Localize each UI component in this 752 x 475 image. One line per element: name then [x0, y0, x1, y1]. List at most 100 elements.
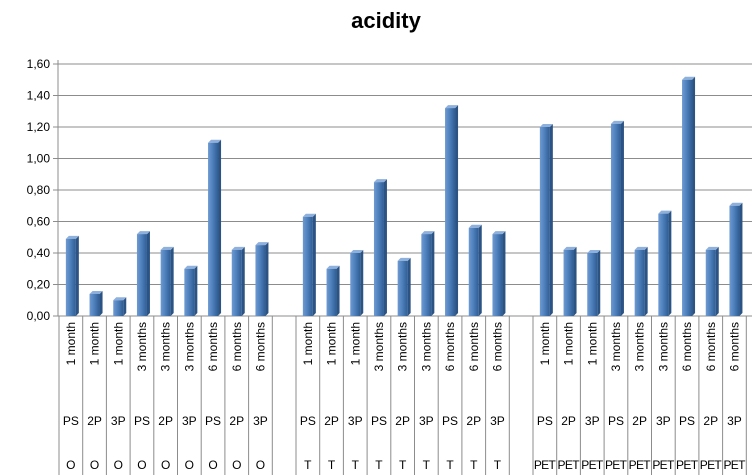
- bar: [705, 246, 719, 316]
- bar-front: [729, 205, 740, 316]
- gridlines: [58, 63, 752, 317]
- bar-side: [170, 246, 174, 316]
- bar-side: [360, 250, 364, 316]
- category-period-label: 1 month: [348, 322, 362, 365]
- category-group-label: PET: [723, 458, 746, 472]
- bar-front: [160, 249, 171, 316]
- bar: [65, 235, 79, 316]
- y-tick-label: 1,60: [27, 57, 51, 71]
- category-group-label: O: [232, 458, 241, 472]
- bar-side: [407, 257, 411, 316]
- bar-side: [265, 242, 269, 316]
- bar-top: [302, 213, 316, 217]
- bar: [350, 250, 364, 316]
- category-group-label: O: [161, 458, 170, 472]
- category-period-label: 6 months: [206, 322, 220, 371]
- bar: [113, 297, 127, 316]
- category-group-label: PET: [558, 458, 581, 472]
- bar: [160, 246, 174, 316]
- category-group-label: PET: [605, 458, 628, 472]
- category-package-label: 2P: [561, 414, 576, 428]
- bar-side: [620, 120, 624, 316]
- category-period-label: 3 months: [396, 322, 410, 371]
- category-package-label: 3P: [348, 414, 363, 428]
- bar-front: [208, 142, 219, 316]
- y-tick-labels: 0,00 0,20 0,40 0,60 0,80 1,00 1,20 1,40 1,60: [27, 57, 51, 323]
- y-tick-label: 1,00: [27, 152, 51, 166]
- bar-top: [89, 290, 103, 294]
- bar-top: [255, 242, 269, 246]
- category-package-label: PS: [608, 414, 624, 428]
- category-period-label: 1 month: [111, 322, 125, 365]
- bar-front: [65, 238, 76, 316]
- category-period-label: 1 month: [562, 322, 576, 365]
- bar-front: [492, 234, 503, 316]
- bar-side: [573, 246, 577, 316]
- bar: [421, 231, 435, 316]
- bar: [302, 213, 316, 316]
- bar-side: [123, 297, 127, 316]
- category-period-label: 1 month: [538, 322, 552, 365]
- category-package-label: 3P: [727, 414, 742, 428]
- y-tick-label: 0,20: [27, 278, 51, 292]
- category-labels: 1 month PS O 1 month 2P O 1 month 3P O 3 months PS…: [58, 316, 747, 475]
- category-package-label: PS: [205, 414, 221, 428]
- bar-side: [597, 250, 601, 316]
- bar-front: [231, 249, 242, 316]
- category-period-label: 6 months: [253, 322, 267, 371]
- bar-front: [705, 249, 716, 316]
- bar-top: [113, 297, 127, 301]
- bar-front: [468, 227, 479, 316]
- category-package-label: PS: [537, 414, 553, 428]
- category-group-label: PET: [700, 458, 723, 472]
- category-group-label: PET: [629, 458, 652, 472]
- bar-side: [218, 139, 222, 316]
- category-group-label: O: [208, 458, 217, 472]
- y-tick-label: 0,80: [27, 183, 51, 197]
- bar-front: [255, 245, 266, 316]
- bar-side: [739, 202, 743, 316]
- bar-front: [445, 108, 456, 316]
- y-tick-label: 1,20: [27, 120, 51, 134]
- bar-side: [194, 265, 198, 316]
- category-package-label: 3P: [182, 414, 197, 428]
- category-period-label: 6 months: [467, 322, 481, 371]
- category-package-label: 2P: [158, 414, 173, 428]
- bar: [587, 250, 601, 316]
- bar-front: [682, 79, 693, 316]
- bar-top: [563, 246, 577, 250]
- category-group-label: T: [328, 458, 336, 472]
- bar-side: [241, 246, 245, 316]
- category-period-label: 3 months: [372, 322, 386, 371]
- bar-front: [658, 213, 669, 316]
- category-period-label: 1 month: [301, 322, 315, 365]
- bars: [65, 76, 743, 316]
- y-tick-label: 1,40: [27, 89, 51, 103]
- bar-top: [231, 246, 245, 250]
- bar-top: [184, 265, 198, 269]
- bar: [397, 257, 411, 316]
- bar: [658, 210, 672, 316]
- bar-side: [502, 231, 506, 316]
- category-group-label: PET: [581, 458, 604, 472]
- y-tick-label: 0,00: [27, 309, 51, 323]
- category-package-label: PS: [134, 414, 150, 428]
- category-package-label: 3P: [490, 414, 505, 428]
- bar-top: [658, 210, 672, 214]
- category-period-label: 6 months: [704, 322, 718, 371]
- category-package-label: 2P: [466, 414, 481, 428]
- bar-side: [312, 213, 316, 316]
- bar: [208, 139, 222, 316]
- category-group-label: T: [375, 458, 383, 472]
- bar: [563, 246, 577, 316]
- bar-top: [397, 257, 411, 261]
- bar-top: [208, 139, 222, 143]
- category-group-label: T: [352, 458, 360, 472]
- bar: [89, 290, 103, 316]
- category-package-label: PS: [442, 414, 458, 428]
- category-period-label: 6 months: [443, 322, 457, 371]
- bar: [682, 76, 696, 316]
- bar-side: [715, 246, 719, 316]
- bar-front: [373, 182, 384, 316]
